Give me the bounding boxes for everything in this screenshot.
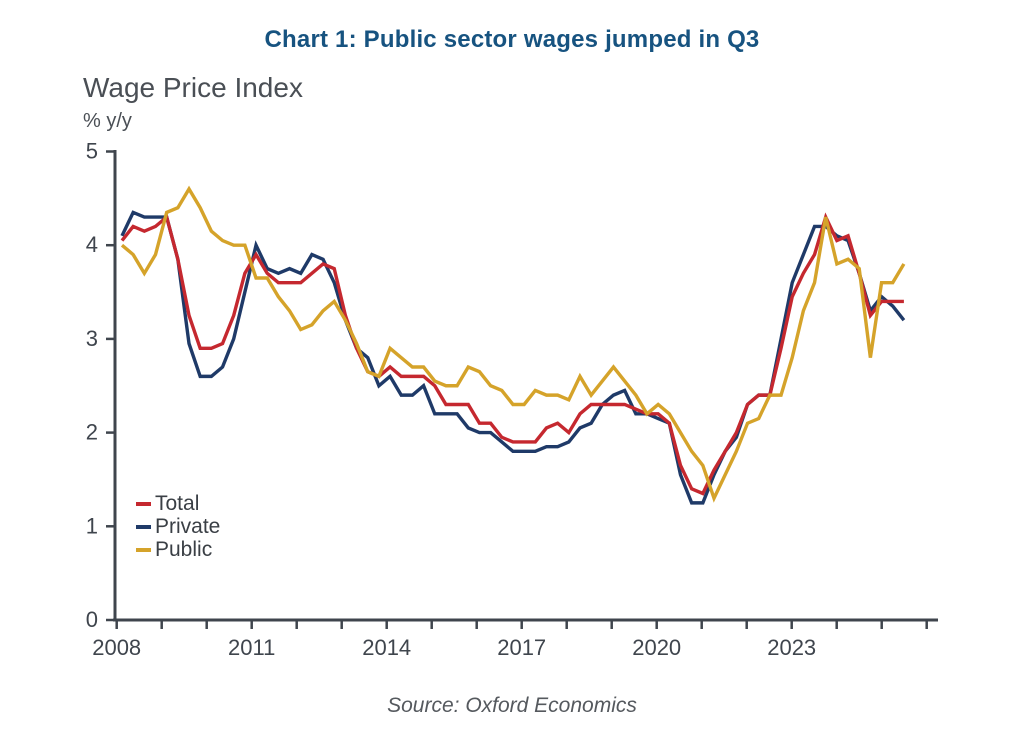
y-axis-tick-label: 5 [86,139,98,164]
legend-label-public: Public [155,538,213,561]
y-axis-tick-label: 3 [86,326,98,351]
legend-item-public: Public [136,538,220,561]
series-private-line [120,210,906,505]
y-axis-unit-label: % y/y [83,110,132,132]
private-series-swatch [136,524,151,529]
x-axis-ticks: 2008 2011 2014 2017 2020 2023 [92,620,928,660]
x-axis-tick-label: 2008 [92,635,141,660]
chart-title: Chart 1: Public sector wages jumped in Q… [264,26,760,53]
public-series-swatch [136,547,151,552]
x-axis-tick-label: 2020 [632,635,681,660]
x-axis-tick-label: 2017 [497,635,546,660]
legend-label-total: Total [155,492,200,515]
series-public-line [120,185,906,503]
y-axis-tick-label: 2 [86,420,98,445]
y-axis-ticks: 0 1 2 3 4 5 [86,139,115,632]
legend-item-private: Private [136,515,220,538]
x-axis-tick-label: 2023 [767,635,816,660]
y-axis-tick-label: 4 [86,232,98,257]
series-total-line [120,212,904,496]
legend-item-total: Total [136,492,220,515]
y-axis-tick-label: 1 [86,513,98,538]
axes [113,150,938,622]
series-lines [120,185,906,505]
legend-label-private: Private [155,515,221,538]
x-axis-tick-label: 2014 [362,635,411,660]
x-axis-tick-label: 2011 [228,635,275,660]
chart-subtitle: Wage Price Index [83,72,303,103]
total-series-swatch [136,501,151,506]
y-axis-tick-label: 0 [86,607,98,632]
source-note: Source: Oxford Economics [387,694,637,717]
chart-legend: Total Private Public [136,492,220,561]
